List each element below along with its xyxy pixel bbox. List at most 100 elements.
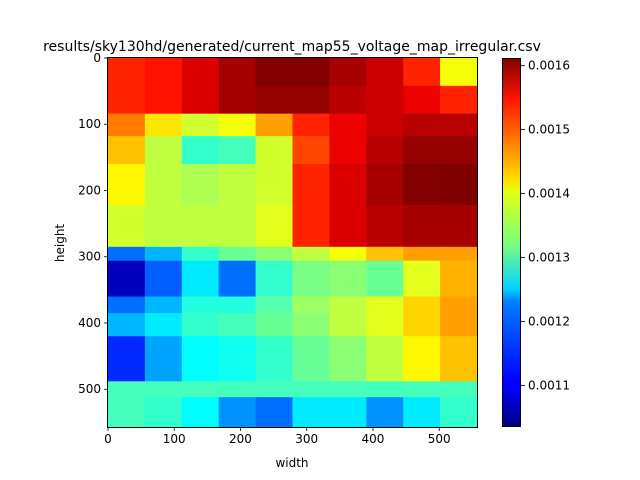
heatmap-cell [144, 336, 183, 382]
heatmap-cell [255, 260, 294, 298]
heatmap-cell [144, 164, 183, 206]
heatmap-cell [292, 164, 330, 206]
heatmap-cell [366, 381, 404, 398]
y-tick-label: 300 [78, 250, 101, 264]
heatmap-cell [181, 164, 220, 206]
heatmap-cell [218, 164, 257, 206]
heatmap-cell [181, 336, 220, 382]
heatmap-cell [181, 397, 220, 428]
heatmap-cell [329, 336, 367, 382]
heatmap-cell [366, 296, 404, 314]
heatmap-cell [255, 296, 294, 314]
colorbar-tick-label: 0.0016 [528, 59, 570, 73]
heatmap-cell [403, 136, 441, 165]
x-axis-label: width [275, 456, 308, 470]
heatmap-cell [108, 164, 146, 206]
heatmap-cell [181, 260, 220, 298]
heatmap-cell [366, 246, 404, 262]
heatmap-cell [108, 397, 146, 428]
y-tick-label: 400 [78, 316, 101, 330]
heatmap-cell [108, 381, 146, 398]
heatmap-cell [255, 205, 294, 248]
heatmap-cell [366, 113, 404, 137]
colorbar-tick-label: 0.0013 [528, 251, 570, 265]
heatmap-cell [218, 113, 257, 137]
heatmap-cell [440, 113, 478, 137]
heatmap-cell [292, 313, 330, 337]
heatmap-cell [218, 381, 257, 398]
heatmap-cell [366, 136, 404, 165]
heatmap-cell [403, 313, 441, 337]
heatmap-cell [108, 85, 146, 115]
heatmap-cell [181, 113, 220, 137]
colorbar-gradient [502, 58, 521, 427]
heatmap-cell [181, 296, 220, 314]
heatmap-cell [255, 397, 294, 428]
heatmap-cell [218, 296, 257, 314]
heatmap-cell [403, 58, 441, 87]
heatmap-cell [218, 58, 257, 87]
y-axis-label: height [53, 224, 67, 263]
heatmap-cell [329, 164, 367, 206]
heatmap-cell [255, 246, 294, 262]
heatmap-cell [440, 397, 478, 428]
heatmap-cell [218, 246, 257, 262]
heatmap-cell [255, 164, 294, 206]
heatmap-cells [108, 58, 478, 428]
heatmap-cell [440, 381, 478, 398]
heatmap-cell [403, 336, 441, 382]
x-tick-label: 200 [229, 432, 252, 446]
heatmap-cell [218, 136, 257, 165]
heatmap-cell [403, 113, 441, 137]
x-tick-label: 500 [428, 432, 451, 446]
colorbar-ticks: 0.0011 0.0012 0.0013 0.0014 0.0015 0.0016 [521, 59, 570, 392]
heatmap-cell [181, 205, 220, 248]
heatmap-cell [292, 336, 330, 382]
heatmap-cell [292, 113, 330, 137]
x-tick-label: 100 [163, 432, 186, 446]
y-tick-label: 500 [78, 382, 101, 396]
heatmap-cell [181, 136, 220, 165]
heatmap-cell [144, 296, 183, 314]
heatmap-cell [329, 85, 367, 115]
x-axis: 0 100 200 300 400 500 [104, 427, 451, 446]
heatmap-cell [218, 85, 257, 115]
heatmap-cell [403, 246, 441, 262]
heatmap-cell [292, 205, 330, 248]
heatmap-cell [144, 313, 183, 337]
heatmap-cell [144, 246, 183, 262]
plot-frame [107, 57, 478, 428]
heatmap-cell [108, 260, 146, 298]
heatmap-cell [218, 205, 257, 248]
heatmap-cell [292, 296, 330, 314]
heatmap-cell [292, 136, 330, 165]
colorbar-frame [502, 58, 521, 427]
heatmap-cell [108, 205, 146, 248]
heatmap-cell [181, 381, 220, 398]
heatmap-cell [108, 58, 146, 87]
heatmap-cell [144, 397, 183, 428]
heatmap-cell [181, 58, 220, 87]
x-tick-label: 0 [104, 432, 112, 446]
heatmap-cell [181, 85, 220, 115]
heatmap-cell [329, 246, 367, 262]
heatmap-cell [292, 381, 330, 398]
heatmap-cell [292, 397, 330, 428]
heatmap-cell [292, 246, 330, 262]
heatmap-cell [181, 313, 220, 337]
heatmap-cell [329, 397, 367, 428]
heatmap-cell [440, 164, 478, 206]
heatmap-cell [440, 136, 478, 165]
heatmap-cell [366, 85, 404, 115]
heatmap-cell [403, 381, 441, 398]
heatmap-cell [218, 397, 257, 428]
heatmap-cell [366, 205, 404, 248]
heatmap-cell [144, 205, 183, 248]
heatmap-cell [292, 58, 330, 87]
heatmap-cell [218, 260, 257, 298]
heatmap-cell [108, 336, 146, 382]
heatmap-cell [366, 336, 404, 382]
heatmap-cell [366, 397, 404, 428]
chart-title: results/sky130hd/generated/current_map55… [43, 39, 541, 55]
